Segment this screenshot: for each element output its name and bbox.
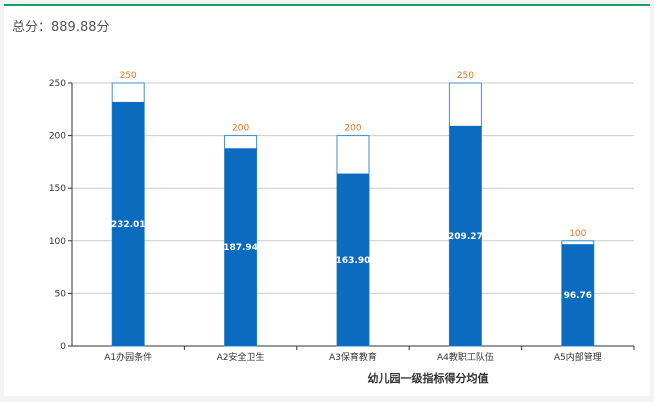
score-value-label: 187.94 (223, 243, 258, 253)
score-bar (561, 244, 594, 346)
score-value-label: 209.27 (448, 232, 483, 242)
y-tick-label: 0 (60, 342, 66, 352)
score-value-label: 96.76 (564, 291, 592, 301)
max-value-label: 200 (232, 124, 249, 134)
max-value-label: 200 (344, 124, 361, 134)
score-bar (224, 148, 257, 346)
chart-panel: 总分：889.88分 (4, 4, 650, 396)
category-label: A3保育教育 (329, 351, 377, 363)
category-label: A5内部管理 (554, 351, 602, 363)
y-tick-label: 250 (49, 79, 66, 89)
score-value-label: 163.90 (336, 256, 371, 266)
score-value-label: 232.01 (111, 220, 146, 230)
y-tick-label: 50 (55, 289, 67, 299)
max-value-label: 100 (569, 229, 586, 239)
score-bar (337, 173, 369, 346)
category-label: A1办园条件 (104, 351, 152, 363)
y-tick-label: 100 (49, 237, 66, 247)
y-tick-label: 200 (49, 132, 66, 142)
total-score: 总分：889.88分 (12, 20, 110, 35)
score-bar (112, 101, 145, 347)
x-axis-title: 幼儿园一级指标得分均值 (368, 371, 489, 385)
max-value-label: 250 (457, 71, 474, 81)
max-value-label: 250 (120, 71, 137, 81)
y-tick-label: 150 (49, 184, 66, 194)
category-label: A2安全卫生 (217, 351, 265, 363)
category-label: A4教职工队伍 (437, 351, 494, 363)
score-bar (449, 125, 482, 346)
